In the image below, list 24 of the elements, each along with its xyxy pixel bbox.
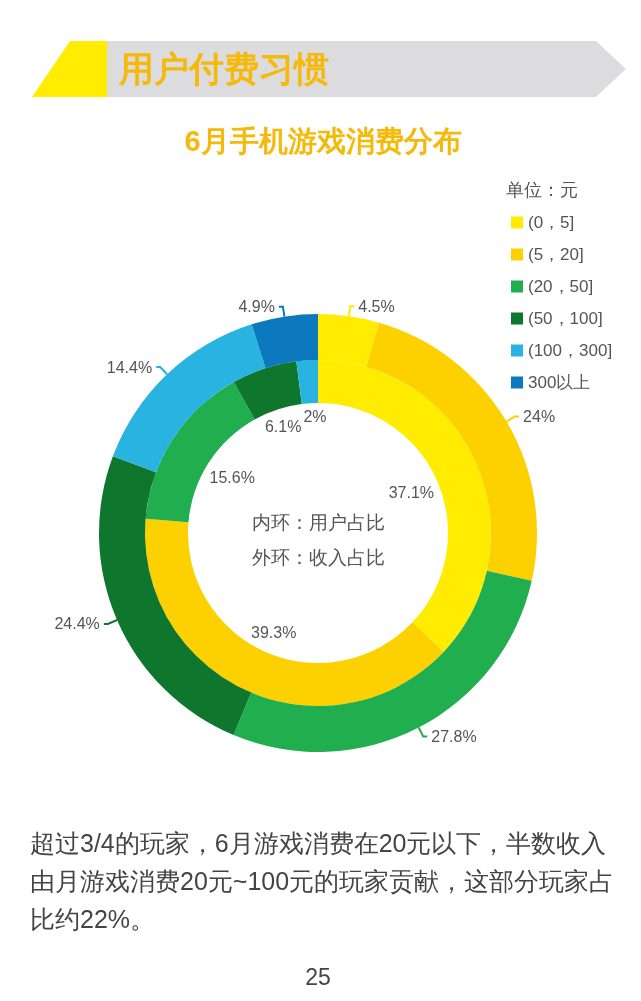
data-label: 24.4% <box>54 615 100 633</box>
data-label: 2% <box>303 408 327 426</box>
legend-title: 单位：元 <box>506 179 578 202</box>
data-label: 15.6% <box>209 469 255 487</box>
data-label: 27.8% <box>431 727 477 745</box>
data-label: 6.1% <box>264 418 302 436</box>
data-label: 37.1% <box>388 484 435 502</box>
data-label: 4.9% <box>238 298 275 316</box>
legend-label: 300以上 <box>528 373 591 392</box>
legend-label: (5，20] <box>528 245 584 264</box>
data-label: 39.3% <box>251 623 297 641</box>
text: 外环：收入占比 <box>250 546 386 570</box>
legend-label: (0，5] <box>528 213 575 232</box>
chart-subtitle: 6月手机游戏消费分布 <box>183 124 463 159</box>
legend-label: (20，50] <box>528 277 594 296</box>
text: 超过3/4的玩家，6月游戏消费在20元以下，半数收入由月游戏消费20元~100元的玩家贡献，这部分玩家占比约22%。 <box>30 828 616 935</box>
legend-label: (100，300] <box>528 341 613 360</box>
text: 25 <box>304 963 332 992</box>
data-label: 24% <box>523 407 556 425</box>
text: 内环：用户占比 <box>250 511 386 535</box>
data-label: 4.5% <box>358 297 395 315</box>
legend-label: (50，100] <box>528 309 603 328</box>
data-label: 14.4% <box>106 358 153 376</box>
chart-title: 用户付费习惯 <box>119 48 329 90</box>
